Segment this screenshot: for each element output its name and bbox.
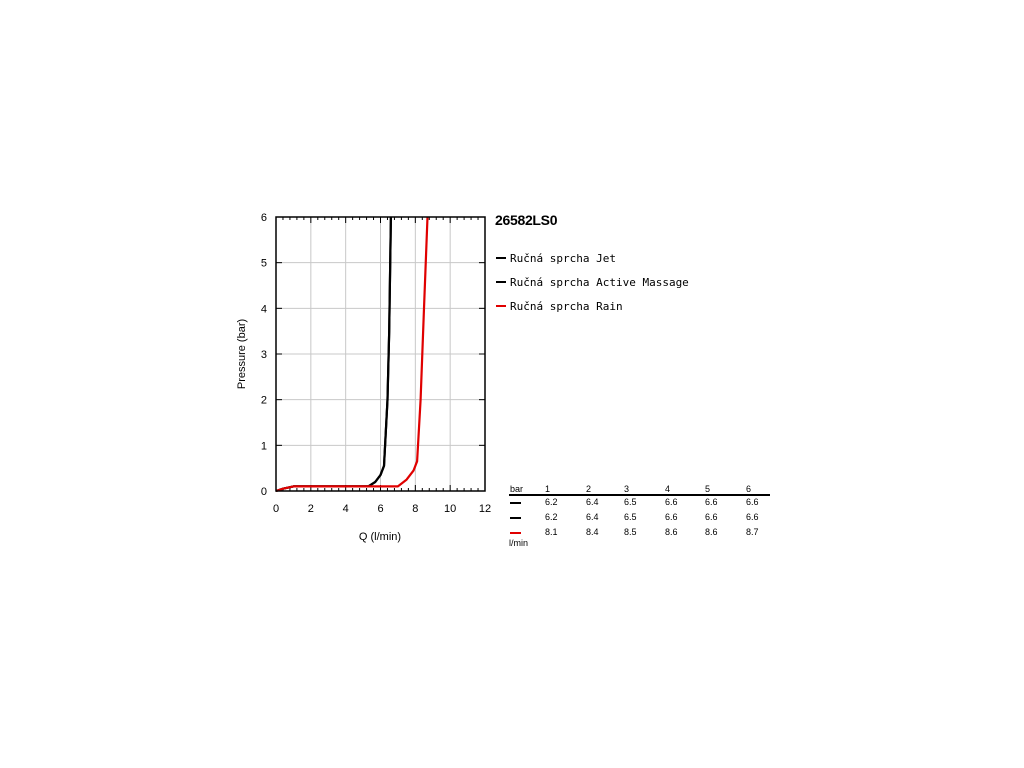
table-cell: 6.2 <box>545 512 558 522</box>
y-axis-label: Pressure (bar) <box>236 319 248 389</box>
table-cell: 6.6 <box>665 512 678 522</box>
table-cell: 8.6 <box>705 527 718 537</box>
flow-table: bar 1 2 3 4 5 6 6.2 6.4 6.5 6.6 6.6 6.6 … <box>509 484 770 541</box>
table-row-unit: l/min <box>509 538 529 548</box>
table-col-header: 1 <box>545 484 551 494</box>
legend-item-active-massage: Ručná sprcha Active Massage <box>496 270 689 294</box>
legend-swatch <box>496 305 506 307</box>
table-row-swatch <box>510 502 521 504</box>
table-cell: 6.5 <box>624 497 637 507</box>
x-tick-label: 10 <box>444 503 456 515</box>
x-tick-label: 12 <box>479 503 491 515</box>
legend-swatch <box>496 257 506 259</box>
x-tick-label: 8 <box>412 503 418 515</box>
table-cell: 8.4 <box>586 527 599 537</box>
y-tick-label: 4 <box>261 303 267 315</box>
table-cell: 6.6 <box>746 497 759 507</box>
table-row-swatch <box>510 532 521 534</box>
table-cell: 6.6 <box>665 497 678 507</box>
table-col-header: 2 <box>586 484 592 494</box>
x-tick-label: 0 <box>273 503 279 515</box>
table-cell: 6.6 <box>705 497 718 507</box>
series-line-2 <box>275 216 429 493</box>
legend-label: Ručná sprcha Jet <box>510 251 616 265</box>
table-row: 6.2 6.4 6.5 6.6 6.6 6.6 <box>509 511 770 526</box>
table-cell: 8.5 <box>624 527 637 537</box>
y-tick-label: 0 <box>261 486 267 498</box>
y-tick-label: 2 <box>261 395 267 407</box>
model-title: 26582LS0 <box>495 212 558 228</box>
x-tick-label: 4 <box>343 503 349 515</box>
x-tick-label: 6 <box>377 503 383 515</box>
series-lines <box>275 216 429 493</box>
y-tick-label: 3 <box>261 349 267 361</box>
legend-label: Ručná sprcha Active Massage <box>510 275 689 289</box>
table-col-header: 3 <box>624 484 630 494</box>
table-row: 8.1 8.4 8.5 8.6 8.6 8.7 <box>509 526 770 541</box>
table-cell: 6.4 <box>586 497 599 507</box>
table-unit-header: bar <box>510 484 524 494</box>
table-col-header: 4 <box>665 484 671 494</box>
table-cell: 6.2 <box>545 497 558 507</box>
grid <box>276 217 485 491</box>
plot-frame <box>275 216 486 492</box>
y-tick-label: 1 <box>261 440 267 452</box>
table-cell: 6.6 <box>746 512 759 522</box>
legend: Ručná sprcha Jet Ručná sprcha Active Mas… <box>496 246 689 318</box>
table-col-header: 5 <box>705 484 711 494</box>
table-header: bar 1 2 3 4 5 6 <box>509 484 770 496</box>
y-tick-label: 6 <box>261 212 267 224</box>
table-cell: 8.1 <box>545 527 558 537</box>
table-cell: 6.4 <box>586 512 599 522</box>
legend-swatch <box>496 281 506 283</box>
table-cell: 8.6 <box>665 527 678 537</box>
table-row: 6.2 6.4 6.5 6.6 6.6 6.6 <box>509 496 770 511</box>
legend-item-rain: Ručná sprcha Rain <box>496 294 689 318</box>
table-row-swatch <box>510 517 521 519</box>
x-axis-label: Q (l/min) <box>359 531 401 543</box>
table-cell: 6.5 <box>624 512 637 522</box>
legend-label: Ručná sprcha Rain <box>510 299 623 313</box>
y-tick-label: 5 <box>261 258 267 270</box>
table-cell: 6.6 <box>705 512 718 522</box>
legend-item-jet: Ručná sprcha Jet <box>496 246 689 270</box>
table-cell: 8.7 <box>746 527 759 537</box>
x-tick-label: 2 <box>308 503 314 515</box>
table-col-header: 6 <box>746 484 752 494</box>
